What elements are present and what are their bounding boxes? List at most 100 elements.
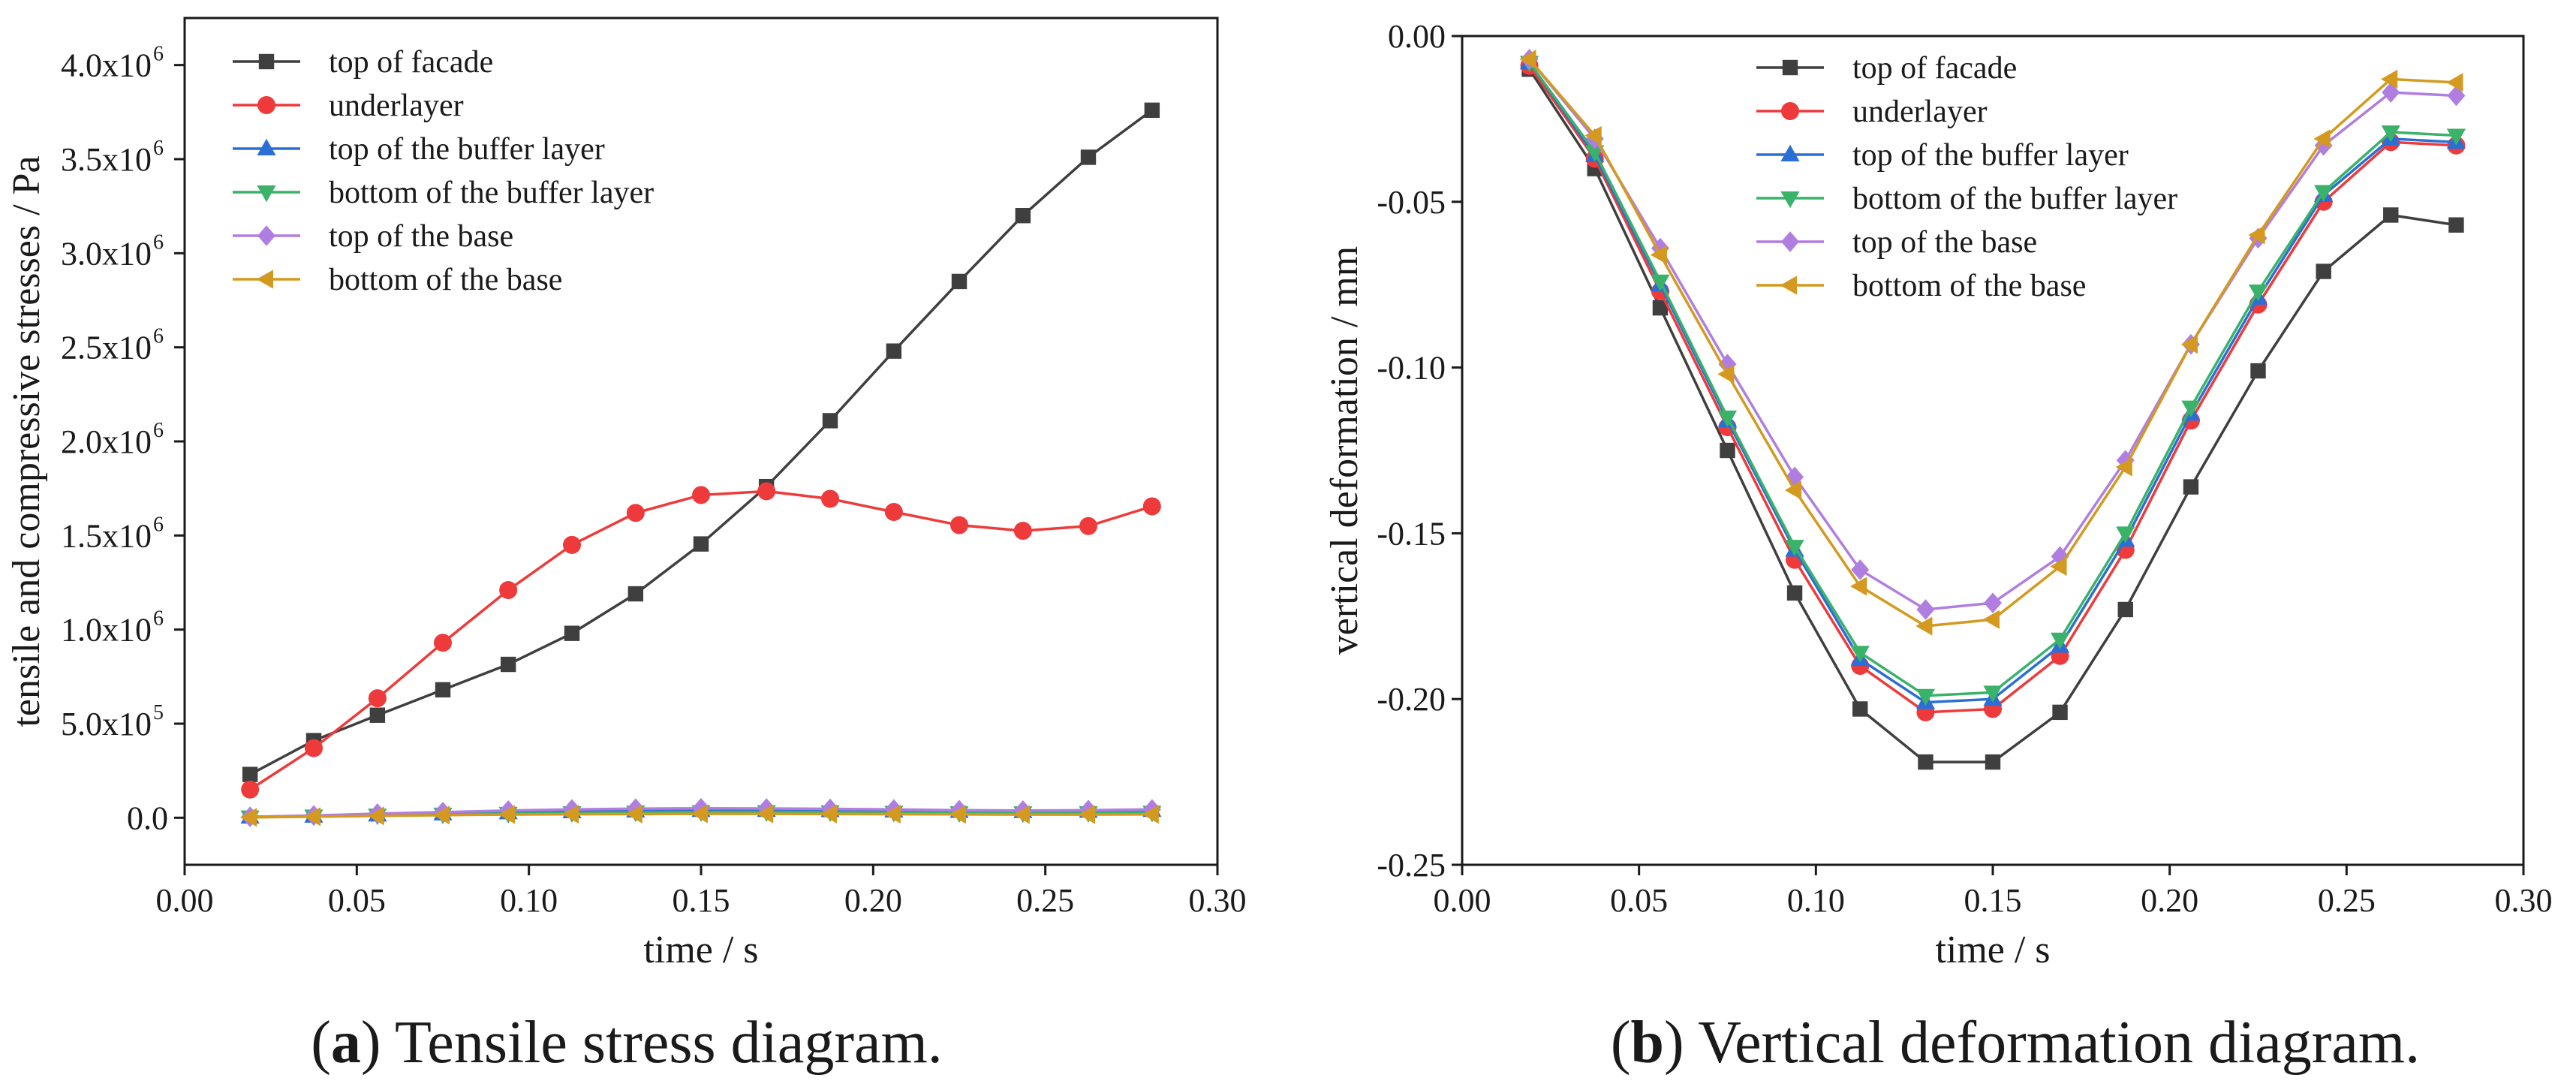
data-point xyxy=(499,581,518,600)
data-point xyxy=(2117,601,2133,618)
data-point xyxy=(2181,400,2201,417)
data-point xyxy=(1144,102,1160,119)
x-axis-label: time / s xyxy=(643,929,758,971)
data-point xyxy=(1915,616,1933,636)
y-axis: 0.05.0x10 51.0x10 61.5x10 62.0x10 62.5x10 63.… xyxy=(61,43,185,836)
y-tick-exponent: 6 xyxy=(153,513,164,536)
data-point xyxy=(2313,129,2331,149)
y-tick-label: 1.0x10 xyxy=(61,612,152,649)
y-tick-exponent: 5 xyxy=(153,701,164,724)
legend-label: bottom of the base xyxy=(1852,269,2086,303)
data-point xyxy=(2180,335,2198,354)
data-point xyxy=(564,625,580,641)
series-bottom-of-the-base xyxy=(239,804,1159,827)
legend-label: top of the base xyxy=(329,219,513,254)
data-point xyxy=(305,739,323,757)
data-point xyxy=(1142,805,1159,824)
y-axis-label: vertical deformation / mm xyxy=(1323,246,1366,655)
data-point xyxy=(626,504,645,522)
caption-paren-close: ) xyxy=(1664,1010,1684,1076)
data-point xyxy=(239,808,257,827)
data-point xyxy=(2383,207,2399,223)
legend-item: underlayer xyxy=(1756,95,1988,129)
data-point xyxy=(2116,526,2135,544)
legend-label: top of the buffer layer xyxy=(329,132,605,167)
x-tick-label: 0.20 xyxy=(2141,882,2198,919)
data-point xyxy=(1717,410,1738,428)
data-point xyxy=(2381,125,2400,143)
legend-marker xyxy=(1782,59,1798,76)
caption-paren-open: ( xyxy=(1611,1010,1631,1076)
data-point xyxy=(756,804,774,824)
x-tick-label: 0.00 xyxy=(1434,882,1491,919)
data-point xyxy=(2447,85,2466,107)
data-point xyxy=(500,656,516,673)
legend-marker xyxy=(257,185,276,203)
x-tick-label: 0.20 xyxy=(844,882,902,919)
data-point xyxy=(883,804,901,824)
legend-marker xyxy=(1781,231,1799,252)
legend-marker xyxy=(258,53,275,70)
data-point xyxy=(1786,466,1804,488)
caption-text: Vertical deformation diagram. xyxy=(1684,1010,2420,1076)
legend-label: underlayer xyxy=(1852,95,1988,129)
legend-label: bottom of the buffer layer xyxy=(329,176,654,210)
chart-tensile-stress: 0.00 0.05 0.10 0.15 0.20 0.25 0.30 0.0 5.0x10 5 1.… xyxy=(5,17,1247,1076)
data-point xyxy=(1652,300,1669,316)
data-point xyxy=(1983,685,2003,703)
data-point xyxy=(1916,599,1935,620)
data-point xyxy=(2052,704,2068,721)
data-point xyxy=(2446,73,2463,92)
legend-item: top of facade xyxy=(233,45,493,80)
legend-item: top of the buffer layer xyxy=(233,132,605,167)
legend-label: top of the base xyxy=(1852,225,2037,260)
data-point xyxy=(1584,125,1602,146)
x-axis-label: time / s xyxy=(1935,929,2050,971)
y-tick-label: 1.5x10 xyxy=(61,517,152,554)
x-tick-label: 0.25 xyxy=(2318,882,2376,919)
data-point xyxy=(1784,480,1802,500)
figure-caption: (b) Vertical deformation diagram. xyxy=(1611,1010,2420,1076)
data-point xyxy=(2446,128,2466,146)
data-point xyxy=(1918,754,1934,770)
legend-item: top of the base xyxy=(233,219,513,254)
legend-label: bottom of the base xyxy=(329,263,562,297)
caption-paren-close: ) xyxy=(361,1010,381,1076)
legend-item: underlayer xyxy=(233,89,464,123)
data-point xyxy=(561,804,579,824)
data-point xyxy=(2316,263,2331,279)
caption-paren-open: ( xyxy=(311,1010,331,1076)
x-tick-label: 0.25 xyxy=(1016,882,1074,919)
data-point xyxy=(1651,237,1669,259)
data-point xyxy=(2050,556,2067,577)
data-point xyxy=(1720,442,1735,459)
data-point xyxy=(886,343,902,359)
x-tick-label: 0.15 xyxy=(673,882,730,919)
data-point xyxy=(1013,522,1032,540)
figure-caption: (a) Tensile stress diagram. xyxy=(311,1010,943,1076)
y-tick-exponent: 6 xyxy=(153,419,164,442)
data-point xyxy=(2248,225,2265,245)
data-point xyxy=(435,682,451,698)
legend-item: top of the base xyxy=(1756,225,2037,260)
data-point xyxy=(1850,577,1867,596)
series-bottom-of-the-base xyxy=(1519,50,2463,636)
data-point xyxy=(1785,540,1804,557)
data-point xyxy=(2183,479,2199,495)
legend-marker xyxy=(257,225,275,246)
data-point xyxy=(1078,805,1095,824)
y-axis: 0.00 -0.05 -0.10 -0.15 -0.20 -0.25 xyxy=(1377,18,1462,884)
legend-item: bottom of the buffer layer xyxy=(1756,182,2177,216)
y-tick-label: -0.15 xyxy=(1377,515,1446,552)
x-tick-label: 0.05 xyxy=(1610,882,1668,919)
legend-item: top of the buffer layer xyxy=(1756,138,2129,173)
data-point xyxy=(1852,701,1868,717)
data-point xyxy=(950,516,968,534)
legend-item: bottom of the buffer layer xyxy=(233,176,654,210)
y-tick-label: -0.10 xyxy=(1377,350,1446,387)
legend-marker xyxy=(1780,191,1800,209)
y-axis-label: tensile and compressive stresses / Pa xyxy=(5,155,48,727)
data-point xyxy=(1851,559,1870,580)
y-tick-exponent: 6 xyxy=(153,43,164,66)
